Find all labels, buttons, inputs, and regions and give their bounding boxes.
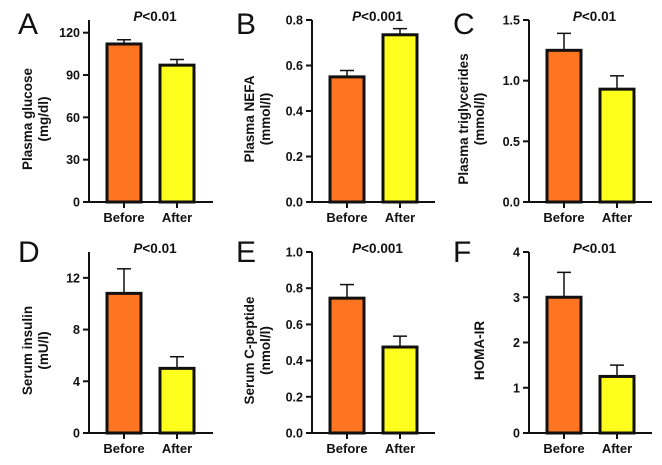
x-tick-label: After [162, 210, 192, 225]
y-tick-label: 0.2 [286, 390, 303, 404]
bar-before [105, 42, 143, 204]
y-tick-label: 0.6 [286, 318, 303, 332]
y-tick-label: 1.0 [286, 246, 303, 260]
x-tick-label: After [602, 210, 632, 225]
y-axis-title: HOMA-IR [472, 321, 487, 380]
y-axis-title: Serum insulin [20, 306, 35, 395]
y-axis-title: Plasma glucose [20, 67, 35, 170]
bar-after [598, 374, 636, 435]
panel-b: B P<0.001 Plasma NEFA (mmol/l) 0.0 0.2 0.4 0.6 0… [236, 8, 435, 225]
y-tick-label: 120 [59, 26, 80, 40]
bar-before [545, 48, 583, 204]
panel-letter: F [453, 236, 471, 269]
x-tick-label: After [385, 441, 415, 456]
bar-after [381, 345, 419, 435]
bar-after [158, 63, 196, 204]
y-tick-label: 0.8 [286, 282, 303, 296]
bar-before [545, 295, 583, 435]
p-value-annotation: P<0.01 [133, 241, 177, 256]
x-tick-label: Before [103, 441, 144, 456]
panel-e: E P<0.001 Serum C-peptide (nmol/l) 0.0 0.2 0.4… [236, 236, 435, 456]
x-tick-label: After [385, 210, 415, 225]
bar-before [328, 296, 366, 435]
y-axis-title: (mU/l) [36, 331, 51, 369]
y-tick-label: 0.6 [286, 59, 303, 73]
p-value-annotation: P<0.001 [352, 9, 403, 24]
y-tick-label: 12 [66, 271, 80, 285]
p-value-annotation: P<0.01 [133, 9, 177, 24]
y-tick-label: 0 [73, 196, 80, 210]
x-tick-label: Before [543, 441, 584, 456]
panel-letter: C [453, 8, 475, 41]
y-tick-label: 0.2 [286, 150, 303, 164]
y-tick-label: 0.4 [286, 354, 303, 368]
y-tick-label: 1.0 [503, 74, 520, 88]
y-tick-label: 60 [66, 111, 80, 125]
y-tick-label: 0.5 [503, 135, 520, 149]
y-tick-label: 90 [66, 69, 80, 83]
bar-after [598, 87, 636, 204]
y-tick-label: 30 [66, 153, 80, 167]
y-tick-label: 0.4 [286, 105, 303, 119]
panel-letter: B [236, 8, 256, 41]
y-axis-title: Serum C-peptide [242, 296, 257, 405]
y-tick-label: 0.0 [503, 196, 520, 210]
y-tick-label: 1.5 [503, 14, 520, 28]
y-tick-label: 0.0 [286, 427, 303, 441]
panel-letter: D [18, 236, 40, 269]
y-axis-title: Plasma triglycerides [456, 53, 471, 184]
y-tick-label: 4 [513, 246, 520, 260]
bar-after [381, 33, 419, 204]
y-tick-label: 0 [513, 427, 520, 441]
y-tick-label: 2 [513, 336, 520, 350]
x-tick-label: After [602, 441, 632, 456]
y-axis-title: (mmol/l) [258, 93, 273, 146]
p-value-annotation: P<0.01 [573, 241, 617, 256]
y-tick-label: 3 [513, 291, 520, 305]
y-tick-label: 0.0 [286, 196, 303, 210]
y-axis-title: (mg/dl) [36, 97, 51, 142]
panel-a: A P<0.01 Plasma glucose (mg/dl) 0 30 60 90 120 Be… [18, 8, 213, 225]
x-tick-label: Before [543, 210, 584, 225]
x-tick-label: Before [326, 441, 367, 456]
x-tick-label: After [162, 441, 192, 456]
x-tick-label: Before [103, 210, 144, 225]
panel-c: C P<0.01 Plasma triglycerides (mmol/l) 0.0 0.… [453, 8, 652, 225]
y-axis-title: (nmol/l) [258, 326, 273, 375]
panel-f: F P<0.01 HOMA-IR 0 1 2 3 4 Before After [453, 236, 652, 456]
panel-letter: A [18, 8, 38, 41]
p-value-annotation: P<0.001 [352, 241, 403, 256]
y-tick-label: 0.8 [286, 14, 303, 28]
bar-before [105, 291, 143, 435]
y-tick-label: 4 [73, 375, 80, 389]
y-tick-label: 1 [513, 381, 520, 395]
x-tick-label: Before [326, 210, 367, 225]
bar-after [158, 366, 196, 435]
y-tick-label: 0 [73, 427, 80, 441]
y-tick-label: 8 [73, 323, 80, 337]
p-value-annotation: P<0.01 [573, 9, 617, 24]
bar-before [328, 75, 366, 204]
y-axis-title: (mmol/l) [472, 93, 487, 146]
panel-letter: E [236, 236, 256, 269]
y-axis-title: Plasma NEFA [242, 75, 257, 162]
panel-d: D P<0.01 Serum insulin (mU/l) 0 4 8 12 Before Aft… [18, 236, 213, 456]
